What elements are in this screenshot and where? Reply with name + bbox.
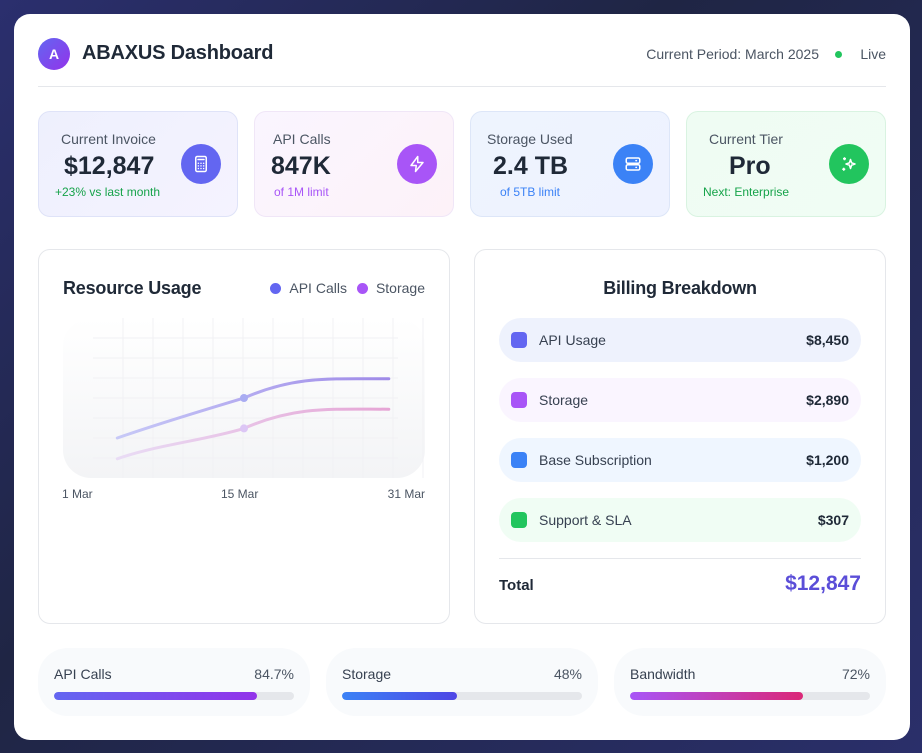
billing-item-amount: $307	[817, 512, 849, 528]
live-status-dot	[835, 51, 842, 58]
stat-label: Storage Used	[487, 131, 573, 147]
billing-row-support-sla[interactable]: Support & SLA $307	[499, 498, 861, 542]
billing-title: Billing Breakdown	[603, 278, 757, 298]
logo-letter: A	[48, 46, 60, 62]
live-status: Live	[860, 46, 886, 62]
legend-label: Storage	[375, 280, 425, 296]
chart-legend: API Calls Storage	[260, 280, 425, 296]
progress-api-calls: API Calls 84.7%	[38, 648, 310, 716]
progress-label: Bandwidth	[630, 666, 696, 682]
billing-item-amount: $2,890	[806, 392, 849, 408]
progress-fill	[54, 692, 258, 700]
billing-item-name: API Usage	[539, 332, 606, 348]
color-swatch	[511, 332, 527, 348]
legend-dot	[270, 282, 282, 294]
color-swatch	[511, 512, 527, 528]
billing-row-storage[interactable]: Storage $2,890	[499, 378, 861, 422]
x-tick-label: 31 Mar	[387, 487, 425, 501]
logo: A	[38, 38, 70, 70]
stat-card-tier[interactable]: Current Tier Pro Next: Enterprise	[686, 111, 886, 217]
progress-fill	[630, 692, 803, 700]
legend-item-storage[interactable]: Storage	[356, 280, 425, 296]
stat-card-storage[interactable]: Storage Used 2.4 TB of 5TB limit	[470, 111, 670, 217]
billing-row-api-usage[interactable]: API Usage $8,450	[499, 318, 861, 362]
server-icon	[613, 144, 653, 184]
lightning-icon	[397, 144, 437, 184]
progress-label: Storage	[342, 666, 392, 682]
stat-card-invoice[interactable]: Current Invoice $12,847 +23% vs last mon…	[38, 111, 238, 217]
progress-fill	[342, 692, 458, 700]
color-swatch	[511, 452, 527, 468]
page-title: ABAXUS Dashboard	[82, 42, 274, 64]
x-tick-label: 15 Mar	[221, 487, 259, 501]
resource-usage-title: Resource Usage	[63, 278, 202, 298]
legend-dot	[356, 282, 368, 294]
progress-track	[54, 692, 294, 700]
legend-item-api-calls[interactable]: API Calls	[270, 280, 347, 296]
progress-bandwidth: Bandwidth 72%	[614, 648, 886, 716]
total-value: $12,847	[785, 572, 861, 595]
billing-item-name: Support & SLA	[539, 512, 632, 528]
progress-value: 72%	[841, 666, 870, 682]
progress-value: 48%	[553, 666, 582, 682]
stat-card-api-calls[interactable]: API Calls 847K of 1M limit	[254, 111, 454, 217]
legend-label: API Calls	[289, 280, 347, 296]
stat-label: Current Invoice	[61, 131, 156, 147]
color-swatch	[511, 392, 527, 408]
divider	[499, 558, 861, 559]
billing-item-name: Storage	[539, 392, 589, 408]
x-tick-label: 1 Mar	[62, 487, 93, 501]
stat-value: Pro	[729, 152, 771, 180]
stat-value: 847K	[271, 152, 331, 180]
dashboard-panel: A ABAXUS Dashboard Current Period: March…	[14, 14, 910, 740]
calculator-icon	[181, 144, 221, 184]
billing-item-name: Base Subscription	[539, 452, 652, 468]
billing-item-amount: $1,200	[806, 452, 849, 468]
stat-label: API Calls	[273, 131, 331, 147]
progress-label: API Calls	[54, 666, 112, 682]
progress-track	[630, 692, 870, 700]
billing-breakdown-card: Billing Breakdown API Usage $8,450 Stora…	[474, 249, 886, 624]
usage-line-chart	[63, 318, 425, 478]
stat-label: Current Tier	[709, 131, 783, 147]
current-period: Current Period: March 2025	[646, 46, 819, 62]
stat-sub: +23% vs last month	[55, 185, 161, 199]
progress-track	[342, 692, 582, 700]
stat-sub: of 1M limit	[274, 185, 329, 199]
stat-sub: of 5TB limit	[500, 185, 561, 199]
sparkles-icon	[829, 144, 869, 184]
stat-value: 2.4 TB	[493, 152, 569, 180]
stat-value: $12,847	[64, 152, 155, 180]
stat-sub: Next: Enterprise	[703, 185, 790, 199]
billing-item-amount: $8,450	[806, 332, 849, 348]
data-point[interactable]	[240, 394, 248, 402]
header: A ABAXUS Dashboard Current Period: March…	[38, 38, 886, 87]
progress-storage: Storage 48%	[326, 648, 598, 716]
resource-usage-card: Resource Usage API Calls Storage	[38, 249, 450, 624]
billing-row-base-subscription[interactable]: Base Subscription $1,200	[499, 438, 861, 482]
data-point[interactable]	[240, 424, 248, 433]
total-label: Total	[499, 577, 534, 594]
progress-value: 84.7%	[254, 666, 294, 682]
